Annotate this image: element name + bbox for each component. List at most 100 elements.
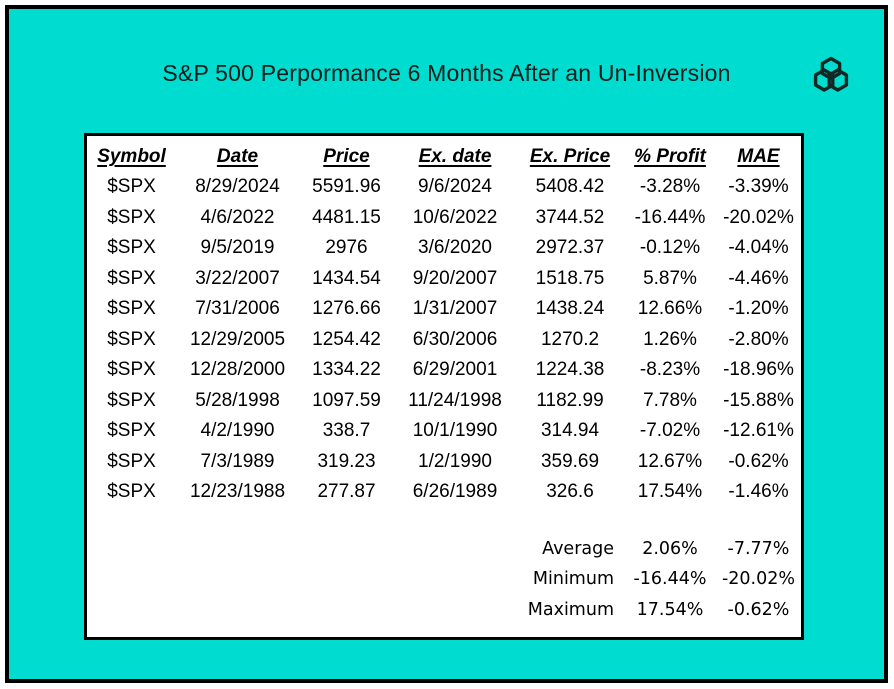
table-cell: 338.7 <box>322 420 371 442</box>
table-cell: -0.62% <box>728 450 789 472</box>
table-cell: 1276.66 <box>312 298 381 320</box>
table-cell: $SPX <box>107 420 156 442</box>
table-cell: 326.6 <box>546 481 594 503</box>
page-title: S&P 500 Perpormance 6 Months After an Un… <box>162 60 731 86</box>
table-row: $SPX 7/3/1989 319.23 1/2/1990 359.69 12.67% -0… <box>87 447 801 478</box>
table-row: $SPX 8/29/2024 5591.96 9/6/2024 5408.42 -3.28… <box>87 172 801 203</box>
table-cell: 1/2/1990 <box>418 450 492 472</box>
table-cell: 1518.75 <box>535 267 605 289</box>
table-cell: 3/22/2007 <box>195 267 280 289</box>
summary-row: Average 2.06% -7.77% <box>87 534 801 565</box>
table-cell: 1224.38 <box>535 359 605 381</box>
table-row: $SPX 3/22/2007 1434.54 9/20/2007 1518.75 5.87… <box>87 264 801 295</box>
table-cell: -8.23% <box>639 359 701 381</box>
summary-value: 17.54% <box>636 599 704 620</box>
column-header: Symbol <box>97 146 166 167</box>
table-cell: -12.61% <box>723 420 794 442</box>
table-cell: 3/6/2020 <box>418 237 492 259</box>
table-body: $SPX 8/29/2024 5591.96 9/6/2024 5408.42 -3.28… <box>87 172 801 625</box>
table-cell: 1434.54 <box>312 267 381 289</box>
table-cell: 1270.2 <box>540 328 600 350</box>
table-cell: 5.87% <box>643 267 697 289</box>
table-cell: 314.94 <box>540 420 600 442</box>
table-cell: -4.46% <box>728 267 789 289</box>
table-cell: -20.02% <box>723 206 794 228</box>
table-cell: 6/29/2001 <box>412 359 498 381</box>
table-cell: -18.96% <box>723 359 794 381</box>
table-cell: $SPX <box>107 298 156 320</box>
summary-value: -16.44% <box>633 569 707 590</box>
summary-row: Maximum 17.54% -0.62% <box>87 595 801 626</box>
table-cell: 12/28/2000 <box>189 359 286 381</box>
table-cell: 2972.37 <box>535 237 605 259</box>
summary-row: Minimum -16.44% -20.02% <box>87 564 801 595</box>
table-cell: 1097.59 <box>312 389 381 411</box>
summary-label: Maximum <box>527 599 614 620</box>
table-cell: 7/31/2006 <box>195 298 280 320</box>
table-cell: 5591.96 <box>312 176 381 198</box>
table-cell: 17.54% <box>637 481 703 503</box>
column-header: Ex. date <box>418 146 492 167</box>
table-cell: 1254.42 <box>312 328 381 350</box>
table-cell: 12/23/1988 <box>189 481 286 503</box>
table-cell: 4/2/1990 <box>200 420 275 442</box>
table-cell: 5/28/1998 <box>195 389 280 411</box>
table-cell: $SPX <box>107 237 156 259</box>
table-cell: 11/24/1998 <box>408 389 502 411</box>
table-cell: 12/29/2005 <box>189 328 286 350</box>
table-cell: 4481.15 <box>312 206 381 228</box>
performance-table-card: Symbol Date Price Ex. date Ex. Price % Profit… <box>84 133 804 640</box>
table-cell: -16.44% <box>634 206 706 228</box>
table-cell: 12.67% <box>637 450 703 472</box>
table-cell: 3744.52 <box>535 206 605 228</box>
table-row: $SPX 9/5/2019 2976 3/6/2020 2972.37 -0.12% -4.… <box>87 233 801 264</box>
table-cell: -3.28% <box>639 176 701 198</box>
table-cell: 2976 <box>325 237 368 259</box>
table-cell: 9/5/2019 <box>200 237 275 259</box>
table-row: $SPX 12/23/1988 277.87 6/26/1989 326.6 17.54%… <box>87 477 801 508</box>
table-cell: 277.87 <box>317 481 376 503</box>
summary-label: Minimum <box>532 569 614 590</box>
table-cell: 7.78% <box>643 389 697 411</box>
table-row: $SPX 12/28/2000 1334.22 6/29/2001 1224.38 -8.… <box>87 355 801 386</box>
summary-value: -0.62% <box>727 599 790 620</box>
column-header: Price <box>323 146 370 167</box>
table-cell: $SPX <box>107 450 156 472</box>
column-header: % Profit <box>634 146 706 167</box>
table-cell: -4.04% <box>728 237 789 259</box>
summary-value: 2.06% <box>642 538 698 559</box>
table-row: $SPX 5/28/1998 1097.59 11/24/1998 1182.99 7.7… <box>87 386 801 417</box>
column-header: Ex. Price <box>529 146 611 167</box>
table-cell: $SPX <box>107 359 156 381</box>
table-row: $SPX 4/2/1990 338.7 10/1/1990 314.94 -7.02% -1… <box>87 416 801 447</box>
table-cell: 359.69 <box>540 450 600 472</box>
table-cell: 1438.24 <box>535 298 605 320</box>
table-row: $SPX 7/31/2006 1276.66 1/31/2007 1438.24 12.6… <box>87 294 801 325</box>
table-cell: 1334.22 <box>312 359 381 381</box>
summary-label: Average <box>542 538 614 559</box>
table-cell: $SPX <box>107 481 156 503</box>
table-cell: 1/31/2007 <box>412 298 498 320</box>
table-cell: $SPX <box>107 176 156 198</box>
column-header: Date <box>216 146 259 167</box>
table-cell: -7.02% <box>639 420 701 442</box>
table-cell: 9/6/2024 <box>418 176 492 198</box>
table-cell: -1.46% <box>728 481 789 503</box>
summary-value: -7.77% <box>727 538 790 559</box>
table-cell: $SPX <box>107 267 156 289</box>
performance-table: Symbol Date Price Ex. date Ex. Price % Profit… <box>87 142 801 625</box>
table-cell: -2.80% <box>728 328 789 350</box>
table-cell: 319.23 <box>317 450 376 472</box>
table-cell: 4/6/2022 <box>200 206 275 228</box>
table-cell: 7/3/1989 <box>200 450 275 472</box>
table-cell: 6/26/1989 <box>412 481 498 503</box>
spacer-row <box>87 508 801 534</box>
table-cell: -1.20% <box>728 298 789 320</box>
table-cell: 8/29/2024 <box>195 176 280 198</box>
table-cell: -3.39% <box>728 176 789 198</box>
table-cell: -15.88% <box>723 389 794 411</box>
table-row: $SPX 4/6/2022 4481.15 10/6/2022 3744.52 -16.4… <box>87 203 801 234</box>
background-frame: S&P 500 Perpormance 6 Months After an Un… <box>5 5 888 683</box>
table-cell: $SPX <box>107 389 156 411</box>
